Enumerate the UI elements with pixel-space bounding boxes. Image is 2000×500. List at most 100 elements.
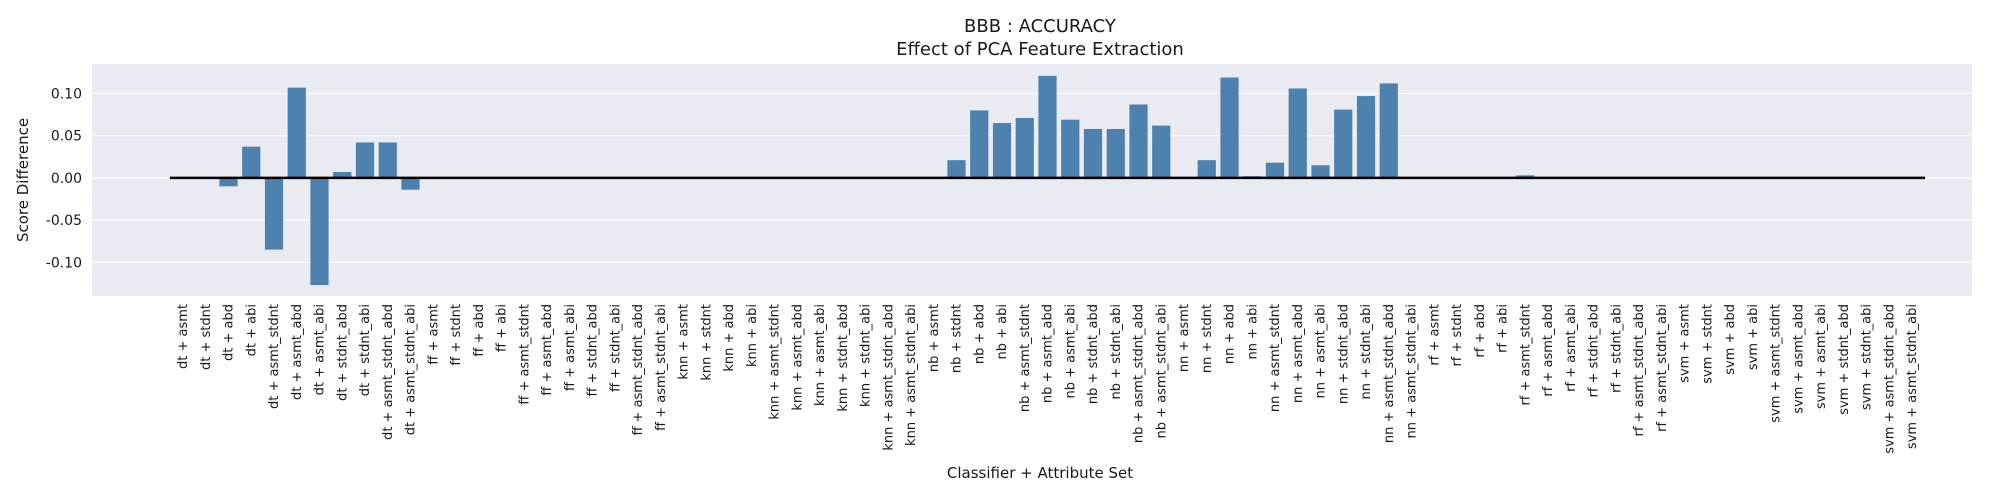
bar — [1265, 162, 1285, 178]
bar — [947, 160, 966, 178]
bar — [1197, 160, 1216, 178]
x-tick-label: knn + asmt_stdnt — [768, 304, 783, 420]
x-tick-label: nn + asmt_abi — [1314, 304, 1329, 398]
bar — [1288, 88, 1307, 178]
chart-title: BBB : ACCURACY — [964, 16, 1117, 37]
x-tick-label: ff + asmt_stdnt_abd — [631, 304, 646, 436]
x-tick-label: svm + asmt_stdnt_abd — [1882, 304, 1897, 454]
x-tick-label: ff + asmt — [426, 304, 441, 365]
bar — [355, 142, 375, 178]
x-tick-label: nb + stdnt_abi — [1109, 304, 1124, 399]
x-tick-label: nb + asmt_stdnt — [1018, 304, 1033, 412]
x-tick-label: nb + stdnt_abd — [1086, 304, 1101, 404]
x-tick-label: svm + asmt_stdnt — [1769, 304, 1784, 423]
x-tick-label: nn + asmt_stdnt_abi — [1405, 304, 1420, 438]
x-tick-label: nn + stdnt_abd — [1336, 304, 1351, 404]
x-tick-label: rf + asmt_stdnt_abi — [1655, 304, 1670, 432]
x-tick-label: nn + asmt — [1177, 304, 1192, 372]
x-tick-label: dt + stdnt — [199, 304, 214, 370]
bar — [1220, 77, 1239, 178]
bar — [1106, 128, 1125, 178]
x-tick-label: ff + stdnt_abi — [608, 304, 623, 392]
bar — [1083, 128, 1103, 178]
x-tick-label: svm + stdnt_abi — [1860, 304, 1875, 410]
x-tick-label: nb + asmt_stdnt_abi — [1154, 304, 1169, 438]
y-axis-ticks: 0.10 0.05 0.00 -0.05 -0.10 — [46, 87, 82, 272]
y-tick-label: 0.10 — [51, 87, 82, 103]
x-tick-label: svm + asmt_abd — [1791, 304, 1806, 414]
bar — [1516, 175, 1535, 178]
x-tick-label: nn + abd — [1223, 304, 1238, 364]
x-axis-ticks: dt + asmt dt + stdnt dt + abd dt + abi dt + … — [176, 304, 1920, 454]
x-tick-label: nn + asmt_abd — [1291, 304, 1306, 403]
bar — [219, 177, 238, 187]
x-tick-label: rf + abd — [1473, 304, 1488, 358]
bar — [1038, 75, 1057, 178]
bar — [242, 146, 261, 178]
x-tick-label: svm + abi — [1746, 304, 1761, 370]
x-tick-label: dt + asmt_stdnt_abd — [381, 304, 396, 440]
plot-area — [92, 64, 1972, 296]
x-tick-label: nb + stdnt — [950, 304, 965, 373]
y-tick-label: 0.00 — [51, 171, 82, 187]
bar — [264, 177, 284, 250]
x-tick-label: nb + abd — [972, 304, 987, 364]
x-tick-label: rf + abi — [1496, 304, 1511, 353]
bar — [310, 177, 329, 286]
x-axis-label: Classifier + Attribute Set — [947, 464, 1133, 482]
x-tick-label: nb + asmt_abi — [1063, 304, 1078, 398]
x-tick-label: ff + stdnt_abd — [586, 304, 601, 397]
y-tick-label: -0.05 — [46, 213, 82, 229]
bar — [992, 123, 1012, 178]
x-tick-label: knn + asmt_stdnt_abd — [881, 304, 896, 451]
x-tick-label: dt + stdnt_abd — [335, 304, 350, 401]
x-tick-label: rf + stdnt_abi — [1609, 304, 1624, 393]
x-tick-label: rf + asmt_abd — [1541, 304, 1556, 397]
bar — [1129, 104, 1148, 178]
x-tick-label: nn + stdnt_abi — [1359, 304, 1374, 399]
x-tick-label: dt + asmt_stdnt_abi — [404, 304, 419, 435]
bar — [1356, 96, 1376, 178]
bar — [401, 177, 420, 190]
x-tick-label: knn + abd — [722, 304, 737, 372]
x-tick-label: knn + asmt — [677, 304, 692, 380]
x-tick-label: nb + asmt_stdnt_abd — [1132, 304, 1147, 443]
bar — [1152, 125, 1171, 178]
x-tick-label: dt + abd — [222, 304, 237, 361]
bar — [287, 87, 306, 178]
x-tick-label: rf + stdnt_abd — [1587, 304, 1602, 398]
bars — [219, 75, 1535, 286]
bar — [1015, 117, 1034, 178]
x-tick-label: nb + asmt — [927, 304, 942, 372]
x-tick-label: svm + stdnt — [1700, 304, 1715, 384]
x-tick-label: rf + asmt_stdnt — [1518, 304, 1533, 406]
x-tick-label: rf + stdnt — [1450, 304, 1465, 367]
x-tick-label: knn + stdnt_abd — [836, 304, 851, 412]
x-tick-label: knn + asmt_abd — [790, 304, 805, 411]
x-tick-label: knn + stdnt_abi — [859, 304, 874, 407]
x-tick-label: nb + abi — [995, 304, 1010, 359]
x-tick-label: svm + asmt_stdnt_abi — [1905, 304, 1920, 449]
x-tick-label: svm + asmt — [1678, 304, 1693, 383]
x-tick-label: ff + abd — [472, 304, 487, 357]
x-tick-label: nb + asmt_abd — [1041, 304, 1056, 403]
bar — [1379, 83, 1398, 178]
bar — [970, 110, 989, 178]
x-tick-label: rf + asmt — [1427, 304, 1442, 366]
bar — [333, 171, 352, 178]
x-tick-label: nn + abi — [1245, 304, 1260, 359]
x-tick-label: svm + stdnt_abd — [1837, 304, 1852, 415]
x-tick-label: knn + asmt_abi — [813, 304, 828, 406]
x-tick-label: rf + asmt_abi — [1564, 304, 1579, 392]
y-tick-label: 0.05 — [51, 129, 82, 145]
x-tick-label: dt + asmt_abi — [313, 304, 328, 395]
x-tick-label: knn + asmt_stdnt_abi — [904, 304, 919, 446]
x-tick-label: rf + asmt_stdnt_abd — [1632, 304, 1647, 437]
x-tick-label: dt + asmt — [176, 304, 191, 369]
x-tick-label: knn + stdnt — [699, 304, 714, 381]
x-tick-label: ff + asmt_abi — [563, 304, 578, 391]
x-tick-label: nn + stdnt — [1200, 304, 1215, 373]
x-tick-label: dt + abi — [244, 304, 259, 356]
x-tick-label: ff + asmt_stdnt — [517, 304, 532, 405]
